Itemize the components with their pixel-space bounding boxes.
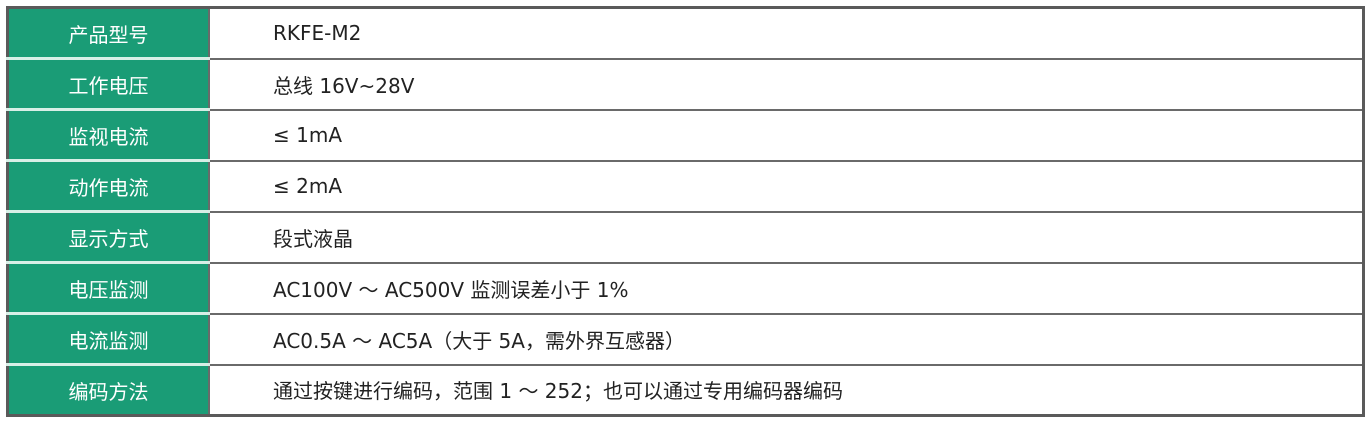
row-value: 段式液晶 [208, 211, 1364, 264]
table-row: 动作电流 ≤ 2mA [7, 160, 1364, 213]
row-label: 动作电流 [7, 160, 209, 213]
row-value: 总线 16V~28V [208, 58, 1364, 111]
row-value: RKFE-M2 [208, 7, 1364, 60]
row-value: 通过按键进行编码，范围 1 ～ 252；也可以通过专用编码器编码 [208, 364, 1364, 416]
row-label: 监视电流 [7, 109, 209, 162]
row-label: 电压监测 [7, 262, 209, 315]
table-row: 工作电压 总线 16V~28V [7, 58, 1364, 111]
row-value: AC0.5A ～ AC5A（大于 5A，需外界互感器） [208, 313, 1364, 366]
row-value: ≤ 2mA [208, 160, 1364, 213]
table-row: 电压监测 AC100V ～ AC500V 监测误差小于 1% [7, 262, 1364, 315]
spec-table: 产品型号 RKFE-M2 工作电压 总线 16V~28V 监视电流 ≤ 1mA 动作电… [6, 6, 1365, 417]
row-label: 编码方法 [7, 364, 209, 416]
row-label: 产品型号 [7, 7, 209, 60]
table-row: 产品型号 RKFE-M2 [7, 7, 1364, 60]
row-value: ≤ 1mA [208, 109, 1364, 162]
row-value: AC100V ～ AC500V 监测误差小于 1% [208, 262, 1364, 315]
table-row: 监视电流 ≤ 1mA [7, 109, 1364, 162]
table-row: 显示方式 段式液晶 [7, 211, 1364, 264]
row-label: 工作电压 [7, 58, 209, 111]
table-row: 电流监测 AC0.5A ～ AC5A（大于 5A，需外界互感器） [7, 313, 1364, 366]
row-label: 显示方式 [7, 211, 209, 264]
table-row: 编码方法 通过按键进行编码，范围 1 ～ 252；也可以通过专用编码器编码 [7, 364, 1364, 416]
row-label: 电流监测 [7, 313, 209, 366]
